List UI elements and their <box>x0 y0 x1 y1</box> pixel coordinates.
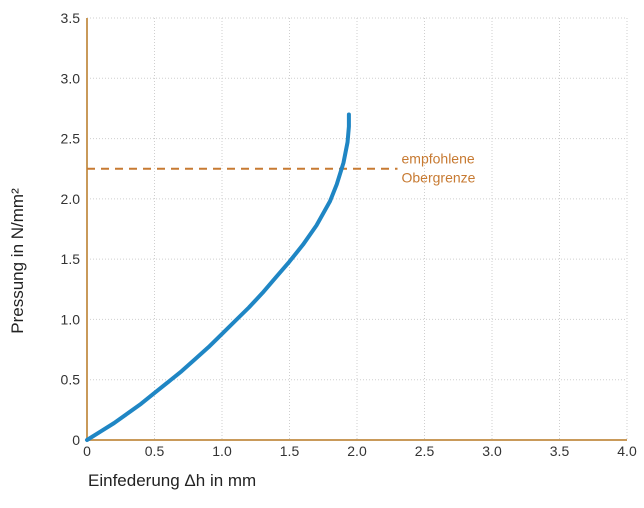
x-tick-label: 2.5 <box>415 443 435 459</box>
y-tick-label: 1.5 <box>61 251 81 267</box>
x-tick-label: 0.5 <box>145 443 165 459</box>
recommended-limit-label: empfohlene <box>402 151 475 167</box>
x-tick-label: 0 <box>83 443 91 459</box>
series-line <box>85 112 351 442</box>
y-axis-title: Pressung in N/mm² <box>8 188 27 334</box>
y-tick-label: 3.0 <box>61 70 81 86</box>
x-tick-label: 2.0 <box>347 443 367 459</box>
x-axis-title: Einfederung Δh in mm <box>88 471 256 490</box>
y-tick-label: 1.0 <box>61 311 81 327</box>
y-tick-label: 2.0 <box>61 191 81 207</box>
x-tick-label: 4.0 <box>617 443 637 459</box>
x-tick-label: 3.5 <box>550 443 570 459</box>
y-tick-label: 3.5 <box>61 10 81 26</box>
x-tick-label: 3.0 <box>482 443 502 459</box>
y-tick-label: 0.5 <box>61 372 81 388</box>
x-tick-label: 1.5 <box>280 443 300 459</box>
x-tick-label: 1.0 <box>212 443 232 459</box>
y-tick-label: 2.5 <box>61 131 81 147</box>
y-tick-label: 0 <box>72 432 80 448</box>
recommended-limit-label: Obergrenze <box>402 170 476 186</box>
